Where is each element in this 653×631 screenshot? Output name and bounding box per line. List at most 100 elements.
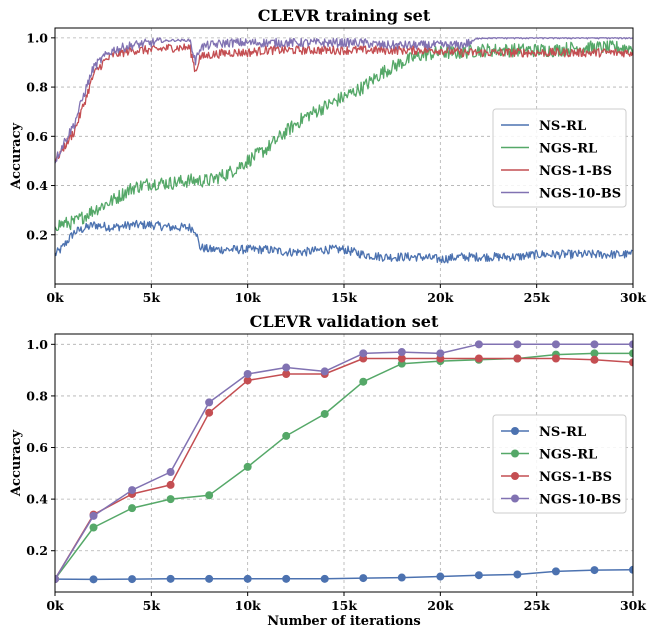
chart-2-series-ns-rl-line — [55, 569, 633, 581]
chart-2-point-ngs-1-bs — [397, 354, 406, 363]
chart-2-legend-marker — [511, 449, 519, 458]
chart-2-xtick-label: 15k — [331, 598, 357, 613]
chart-1-xtick-label: 0k — [46, 290, 64, 305]
chart-2-point-ns-rl — [474, 571, 483, 580]
chart-2-point-ngs-1-bs — [513, 354, 522, 363]
chart-2-ytick-label: 1.0 — [26, 337, 48, 352]
chart-2-point-ngs-rl — [590, 349, 599, 358]
chart-2-xtick-label: 0k — [46, 598, 64, 613]
chart-1-xtick-label: 25k — [524, 290, 550, 305]
chart-2-legend-label: NGS-1-BS — [539, 470, 612, 485]
chart-2-point-ns-rl — [629, 565, 633, 574]
chart-2-point-ngs-1-bs — [629, 358, 633, 367]
chart-2-point-ngs-10-bs — [359, 349, 368, 358]
chart-1-ytick-label: 0.6 — [26, 129, 48, 144]
chart-1-legend: NS-RL NGS-RL NGS-1-BS NGS-10-BS — [492, 108, 627, 208]
chart-1-xtick-label: 15k — [331, 290, 357, 305]
chart-2-point-ns-rl — [128, 575, 137, 584]
chart-2-point-ns-rl — [590, 566, 599, 575]
validation-chart: 0k 5k 10k 15k 20k 25k 30k 0.2 0.4 0.6 0.8 1.0 CLEVR … — [9, 312, 646, 629]
chart-2-point-ns-rl — [243, 574, 252, 583]
chart-2-point-ns-rl — [397, 573, 406, 582]
chart-2-point-ngs-10-bs — [513, 340, 522, 349]
chart-2-point-ngs-10-bs — [166, 468, 175, 477]
chart-1-series-ngs-10-bs-line — [55, 37, 633, 164]
chart-2-series-ngs-rl-line — [55, 352, 633, 580]
chart-1-legend-label: NGS-RL — [539, 142, 597, 157]
chart-1-xtick-label: 5k — [143, 290, 161, 305]
chart-1-xtick-label: 10k — [235, 290, 261, 305]
chart-2-title: CLEVR validation set — [250, 312, 439, 331]
chart-2-point-ngs-10-bs — [55, 575, 59, 584]
chart-2-point-ngs-1-bs — [166, 480, 175, 489]
chart-2-legend-label: NGS-RL — [539, 448, 597, 463]
chart-2-point-ngs-rl — [629, 349, 633, 358]
chart-1-xtick-label: 30k — [620, 290, 646, 305]
chart-2-point-ngs-10-bs — [243, 369, 252, 378]
chart-2-point-ns-rl — [282, 574, 291, 583]
chart-2-point-ngs-10-bs — [474, 340, 483, 349]
chart-2-legend-box — [492, 414, 627, 514]
chart-2-point-ngs-rl — [282, 431, 291, 440]
chart-2-point-ns-rl — [320, 574, 329, 583]
chart-2-point-ngs-10-bs — [629, 340, 633, 349]
chart-2-ytick-label: 0.6 — [26, 440, 48, 455]
chart-2-point-ngs-10-bs — [205, 398, 214, 407]
chart-1-legend-label: NS-RL — [539, 119, 586, 134]
chart-2-xtick-label: 25k — [524, 598, 550, 613]
chart-2-xtick-label: 10k — [235, 598, 261, 613]
chart-2-point-ngs-10-bs — [551, 340, 560, 349]
chart-2-series-ngs-10-bs-line — [55, 343, 633, 580]
chart-1-series-ngs-rl-line — [55, 40, 633, 232]
chart-2-point-ngs-10-bs — [128, 486, 137, 495]
chart-2-point-ngs-1-bs — [205, 408, 214, 417]
chart-2-point-ns-rl — [436, 572, 445, 581]
chart-1-legend-label: NGS-1-BS — [539, 164, 612, 179]
chart-2-point-ngs-rl — [359, 377, 368, 386]
chart-2-point-ns-rl — [89, 575, 98, 584]
chart-2-legend-marker — [511, 472, 519, 480]
chart-2-point-ngs-rl — [166, 495, 175, 504]
chart-2-point-ngs-1-bs — [282, 369, 291, 378]
chart-2-point-ngs-10-bs — [397, 348, 406, 357]
chart-1-series-ns-rl-line — [55, 219, 633, 264]
chart-2-point-ns-rl — [551, 567, 560, 576]
chart-2-xtick-label: 20k — [427, 598, 453, 613]
chart-1-ytick-label: 0.2 — [26, 227, 48, 242]
chart-2-legend-marker — [511, 494, 519, 503]
chart-1-xtick-label: 20k — [427, 290, 453, 305]
chart-2-point-ngs-1-bs — [243, 376, 252, 385]
chart-2-point-ngs-10-bs — [436, 349, 445, 358]
chart-2-ylabel: Accuracy — [9, 430, 24, 498]
training-chart: 0k 5k 10k 15k 20k 25k 30k 0.2 0.4 0.6 0.8 1.0 CLEVR … — [9, 6, 646, 305]
chart-1-plot-area — [55, 37, 633, 264]
chart-2-point-ngs-1-bs — [474, 354, 483, 363]
chart-2-point-ngs-10-bs — [320, 367, 329, 376]
chart-1-legend-label: NGS-10-BS — [539, 187, 621, 202]
chart-2-legend-label: NS-RL — [539, 425, 586, 440]
chart-2-legend-label: NGS-10-BS — [539, 493, 621, 508]
chart-2-point-ns-rl — [205, 574, 214, 583]
chart-2-point-ngs-rl — [320, 409, 329, 418]
chart-1-ytick-label: 0.4 — [26, 178, 48, 193]
chart-2-plot-area — [55, 340, 633, 584]
chart-2-point-ngs-rl — [243, 462, 252, 471]
chart-2-point-ngs-1-bs — [551, 354, 560, 363]
chart-2-point-ns-rl — [513, 570, 522, 579]
chart-1-ytick-label: 1.0 — [26, 30, 48, 45]
chart-2-point-ns-rl — [166, 574, 175, 583]
chart-1-title: CLEVR training set — [258, 6, 431, 25]
chart-2-ytick-label: 0.4 — [26, 492, 48, 507]
chart-2-ytick-label: 0.2 — [26, 543, 48, 558]
chart-2-point-ngs-rl — [128, 504, 137, 513]
chart-2-point-ns-rl — [359, 574, 368, 583]
chart-2-point-ngs-rl — [89, 523, 98, 532]
chart-2-xlabel: Number of iterations — [267, 614, 421, 629]
chart-2-point-ngs-10-bs — [590, 340, 599, 349]
chart-2-series-ngs-1-bs-line — [55, 357, 633, 580]
chart-1-ylabel: Accuracy — [9, 123, 24, 191]
chart-1-ytick-label: 0.8 — [26, 80, 48, 95]
chart-2-point-ngs-rl — [205, 491, 214, 500]
chart-2-xtick-label: 5k — [143, 598, 161, 613]
